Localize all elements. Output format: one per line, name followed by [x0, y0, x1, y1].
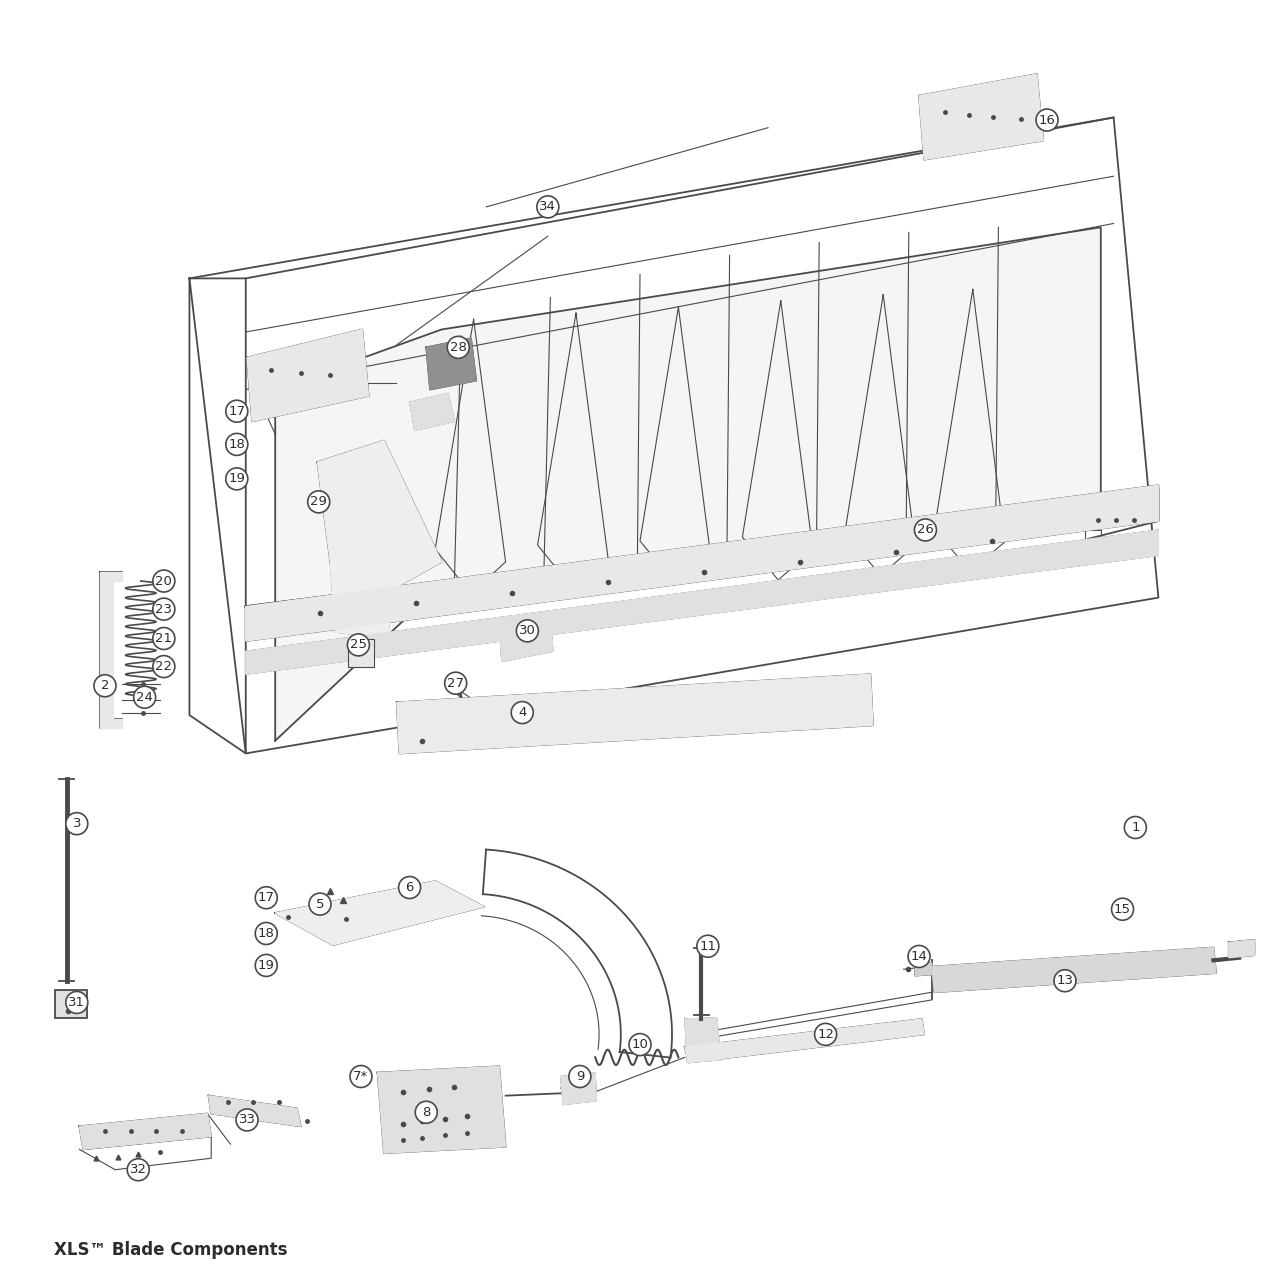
Polygon shape — [100, 572, 122, 728]
Text: 17: 17 — [228, 405, 246, 418]
Text: 18: 18 — [257, 927, 275, 940]
Text: 26: 26 — [916, 524, 934, 536]
Circle shape — [349, 1065, 372, 1088]
Text: 19: 19 — [228, 472, 246, 485]
Polygon shape — [275, 881, 484, 945]
Circle shape — [914, 518, 937, 541]
Text: 19: 19 — [257, 959, 275, 972]
Text: 33: 33 — [238, 1114, 256, 1126]
Text: 23: 23 — [155, 603, 173, 616]
Text: XLS™ Blade Components: XLS™ Blade Components — [54, 1241, 287, 1259]
Text: 2: 2 — [101, 679, 109, 692]
Circle shape — [696, 935, 719, 958]
Circle shape — [307, 490, 330, 513]
Circle shape — [225, 467, 248, 490]
Polygon shape — [1229, 940, 1254, 958]
Text: 22: 22 — [155, 660, 173, 673]
Polygon shape — [426, 338, 476, 389]
Text: 27: 27 — [447, 677, 465, 690]
Circle shape — [1036, 109, 1059, 132]
Text: 31: 31 — [68, 996, 86, 1009]
Polygon shape — [685, 1019, 924, 1062]
Circle shape — [908, 945, 931, 968]
Circle shape — [93, 674, 116, 697]
Circle shape — [152, 655, 175, 678]
Text: 4: 4 — [518, 706, 526, 719]
Polygon shape — [79, 1114, 211, 1149]
Polygon shape — [561, 1073, 596, 1105]
Polygon shape — [397, 674, 873, 753]
Text: 10: 10 — [631, 1038, 649, 1051]
Polygon shape — [246, 485, 1158, 641]
Text: 17: 17 — [257, 891, 275, 904]
Polygon shape — [410, 393, 454, 430]
Polygon shape — [275, 227, 1101, 741]
Circle shape — [308, 893, 332, 916]
Circle shape — [127, 1158, 150, 1181]
Text: 30: 30 — [518, 624, 536, 637]
Text: 24: 24 — [136, 691, 154, 704]
Text: 32: 32 — [129, 1163, 147, 1176]
Circle shape — [133, 686, 156, 709]
Text: 18: 18 — [228, 438, 246, 451]
Circle shape — [65, 812, 88, 835]
Circle shape — [236, 1108, 259, 1131]
Text: 28: 28 — [449, 341, 467, 354]
Circle shape — [516, 619, 539, 642]
Text: 34: 34 — [539, 200, 557, 213]
Polygon shape — [246, 530, 1158, 674]
Bar — [55, 990, 87, 1018]
Polygon shape — [247, 329, 369, 421]
Circle shape — [255, 922, 278, 945]
Polygon shape — [932, 948, 1216, 992]
Circle shape — [1124, 816, 1147, 839]
Circle shape — [447, 336, 470, 359]
Circle shape — [152, 598, 175, 621]
Circle shape — [225, 433, 248, 456]
Circle shape — [255, 886, 278, 909]
Text: 12: 12 — [817, 1028, 835, 1041]
Circle shape — [255, 954, 278, 977]
Polygon shape — [330, 562, 390, 638]
Text: 29: 29 — [310, 495, 328, 508]
Polygon shape — [209, 1096, 301, 1126]
Text: 9: 9 — [576, 1070, 584, 1083]
Circle shape — [225, 400, 248, 423]
Circle shape — [152, 627, 175, 650]
Polygon shape — [499, 616, 553, 661]
Circle shape — [628, 1033, 652, 1056]
Polygon shape — [685, 1018, 721, 1062]
Circle shape — [814, 1023, 837, 1046]
Text: 11: 11 — [699, 940, 717, 953]
Text: 16: 16 — [1038, 114, 1056, 126]
Polygon shape — [378, 1066, 506, 1153]
Text: 5: 5 — [316, 898, 324, 911]
Polygon shape — [915, 963, 932, 976]
Text: 25: 25 — [349, 638, 367, 651]
Bar — [348, 638, 374, 667]
Text: 1: 1 — [1132, 821, 1139, 834]
Circle shape — [65, 991, 88, 1014]
Circle shape — [398, 876, 421, 899]
Circle shape — [444, 672, 467, 695]
Text: 13: 13 — [1056, 974, 1074, 987]
Circle shape — [568, 1065, 591, 1088]
Circle shape — [415, 1101, 438, 1124]
Text: 6: 6 — [406, 881, 413, 894]
Circle shape — [347, 633, 370, 656]
Text: 7*: 7* — [353, 1070, 369, 1083]
Circle shape — [1111, 898, 1134, 921]
Circle shape — [536, 195, 559, 218]
Polygon shape — [919, 74, 1043, 160]
Circle shape — [1053, 969, 1076, 992]
Text: 8: 8 — [422, 1106, 430, 1119]
Polygon shape — [317, 441, 442, 594]
Circle shape — [511, 701, 534, 724]
Text: 15: 15 — [1114, 903, 1132, 916]
Text: 21: 21 — [155, 632, 173, 645]
Text: 3: 3 — [73, 817, 81, 830]
Circle shape — [152, 570, 175, 593]
Text: 14: 14 — [910, 950, 928, 963]
Text: 20: 20 — [155, 575, 173, 587]
